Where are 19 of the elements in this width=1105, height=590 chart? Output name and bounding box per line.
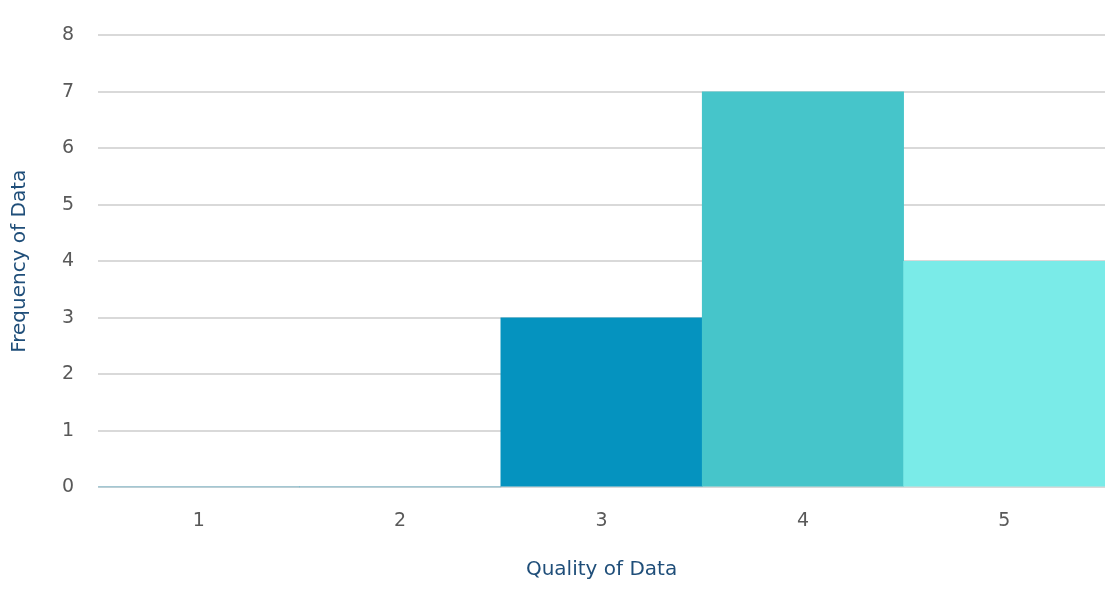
y-tick-label: 2 xyxy=(61,361,75,384)
x-tick-label: 5 xyxy=(998,507,1011,530)
bar xyxy=(903,260,1105,487)
x-tick-label: 3 xyxy=(595,507,608,530)
y-tick-label: 3 xyxy=(61,304,75,327)
x-tick-label: 4 xyxy=(796,507,809,530)
y-tick-label: 8 xyxy=(61,22,75,45)
y-tick-label: 5 xyxy=(61,191,75,214)
x-axis-title: Quality of Data xyxy=(525,556,678,581)
x-tick-label: 1 xyxy=(192,507,205,530)
y-tick-label: 0 xyxy=(61,474,75,497)
bar xyxy=(701,91,904,487)
x-tick-label: 2 xyxy=(394,507,407,530)
y-tick-label: 7 xyxy=(61,78,75,101)
y-tick-label: 1 xyxy=(61,417,75,440)
y-tick-label: 4 xyxy=(61,248,75,271)
bar xyxy=(500,317,703,487)
y-axis-title: Frequency of Data xyxy=(6,169,31,353)
y-tick-label: 6 xyxy=(61,135,75,158)
